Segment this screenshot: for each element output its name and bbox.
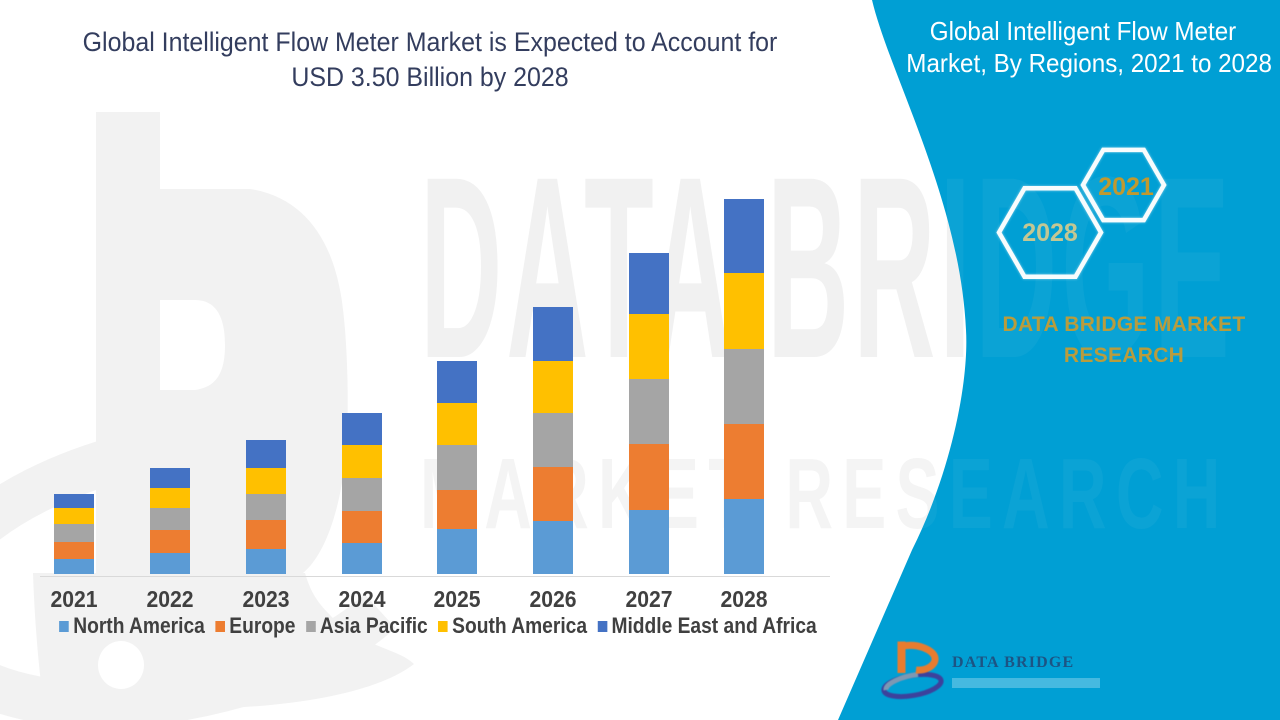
- svg-text:DATA BRIDGE: DATA BRIDGE: [952, 654, 1074, 671]
